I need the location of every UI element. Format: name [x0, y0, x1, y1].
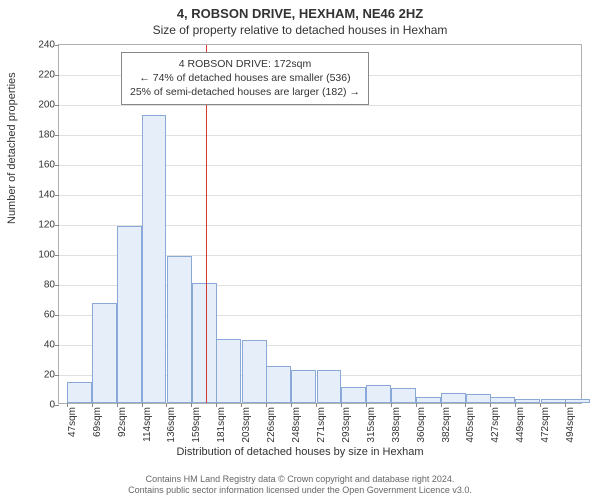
- y-tick-label: 160: [38, 160, 55, 171]
- annotation-line: 25% of semi-detached houses are larger (…: [130, 85, 360, 99]
- y-tick-label: 60: [44, 310, 55, 321]
- x-tick-label: 405sqm: [465, 407, 476, 443]
- histogram-bar: [216, 339, 241, 404]
- y-tick-label: 40: [44, 340, 55, 351]
- histogram-bar: [466, 394, 491, 403]
- histogram-bar: [391, 388, 416, 403]
- x-tick-label: 136sqm: [166, 407, 177, 443]
- page-title: 4, ROBSON DRIVE, HEXHAM, NE46 2HZ: [0, 0, 600, 21]
- x-tick-label: 382sqm: [441, 407, 452, 443]
- histogram-bar: [67, 382, 92, 403]
- y-tick-mark: [55, 195, 59, 196]
- x-tick-label: 315sqm: [366, 407, 377, 443]
- x-tick-label: 472sqm: [540, 407, 551, 443]
- histogram-chart: 02040608010012014016018020022024047sqm69…: [58, 44, 582, 404]
- histogram-bar: [317, 370, 342, 403]
- y-tick-mark: [55, 45, 59, 46]
- x-tick-label: 226sqm: [266, 407, 277, 443]
- histogram-bar: [416, 397, 441, 403]
- y-tick-mark: [55, 375, 59, 376]
- y-tick-label: 200: [38, 100, 55, 111]
- y-axis-label: Number of detached properties: [6, 72, 18, 224]
- x-tick-label: 248sqm: [291, 407, 302, 443]
- histogram-bar: [341, 387, 366, 404]
- histogram-bar: [167, 256, 192, 403]
- x-tick-label: 427sqm: [490, 407, 501, 443]
- y-tick-mark: [55, 405, 59, 406]
- histogram-bar: [266, 366, 291, 404]
- y-tick-label: 100: [38, 250, 55, 261]
- x-tick-label: 114sqm: [142, 407, 153, 442]
- x-tick-label: 271sqm: [316, 407, 327, 443]
- y-tick-label: 120: [38, 220, 55, 231]
- gridline: [59, 165, 581, 166]
- x-tick-label: 494sqm: [565, 407, 576, 443]
- histogram-bar: [192, 283, 217, 403]
- x-tick-label: 203sqm: [241, 407, 252, 443]
- y-tick-mark: [55, 75, 59, 76]
- y-tick-mark: [55, 165, 59, 166]
- footer-attribution: Contains HM Land Registry data © Crown c…: [0, 474, 600, 497]
- gridline: [59, 195, 581, 196]
- y-tick-mark: [55, 105, 59, 106]
- x-tick-label: 360sqm: [416, 407, 427, 443]
- gridline: [59, 105, 581, 106]
- x-tick-label: 47sqm: [67, 407, 78, 437]
- x-tick-label: 159sqm: [191, 407, 202, 443]
- y-tick-label: 220: [38, 70, 55, 81]
- y-tick-mark: [55, 285, 59, 286]
- histogram-bar: [117, 226, 142, 403]
- footer-line: Contains public sector information licen…: [0, 485, 600, 496]
- histogram-bar: [291, 370, 316, 403]
- histogram-bar: [515, 399, 540, 404]
- histogram-bar: [242, 340, 267, 403]
- y-tick-mark: [55, 135, 59, 136]
- x-axis-label: Distribution of detached houses by size …: [0, 446, 600, 458]
- y-tick-label: 0: [49, 400, 55, 411]
- y-tick-label: 180: [38, 130, 55, 141]
- footer-line: Contains HM Land Registry data © Crown c…: [0, 474, 600, 485]
- y-tick-mark: [55, 255, 59, 256]
- histogram-bar: [142, 115, 167, 403]
- annotation-box: 4 ROBSON DRIVE: 172sqm← 74% of detached …: [121, 52, 369, 105]
- gridline: [59, 135, 581, 136]
- histogram-bar: [541, 399, 566, 404]
- y-tick-label: 140: [38, 190, 55, 201]
- annotation-line: ← 74% of detached houses are smaller (53…: [130, 71, 360, 85]
- histogram-bar: [366, 385, 391, 403]
- annotation-line: 4 ROBSON DRIVE: 172sqm: [130, 57, 360, 71]
- y-tick-mark: [55, 315, 59, 316]
- histogram-bar: [565, 399, 590, 404]
- y-tick-label: 20: [44, 370, 55, 381]
- y-tick-mark: [55, 225, 59, 226]
- histogram-bar: [92, 303, 117, 404]
- x-tick-label: 69sqm: [92, 407, 103, 437]
- x-tick-label: 338sqm: [391, 407, 402, 443]
- x-tick-label: 449sqm: [515, 407, 526, 443]
- page-subtitle: Size of property relative to detached ho…: [0, 21, 600, 37]
- histogram-bar: [490, 397, 515, 403]
- x-tick-label: 181sqm: [216, 407, 227, 443]
- y-tick-label: 80: [44, 280, 55, 291]
- x-tick-label: 293sqm: [341, 407, 352, 443]
- y-tick-label: 240: [38, 40, 55, 51]
- x-tick-label: 92sqm: [117, 407, 128, 437]
- histogram-bar: [441, 393, 466, 404]
- y-tick-mark: [55, 345, 59, 346]
